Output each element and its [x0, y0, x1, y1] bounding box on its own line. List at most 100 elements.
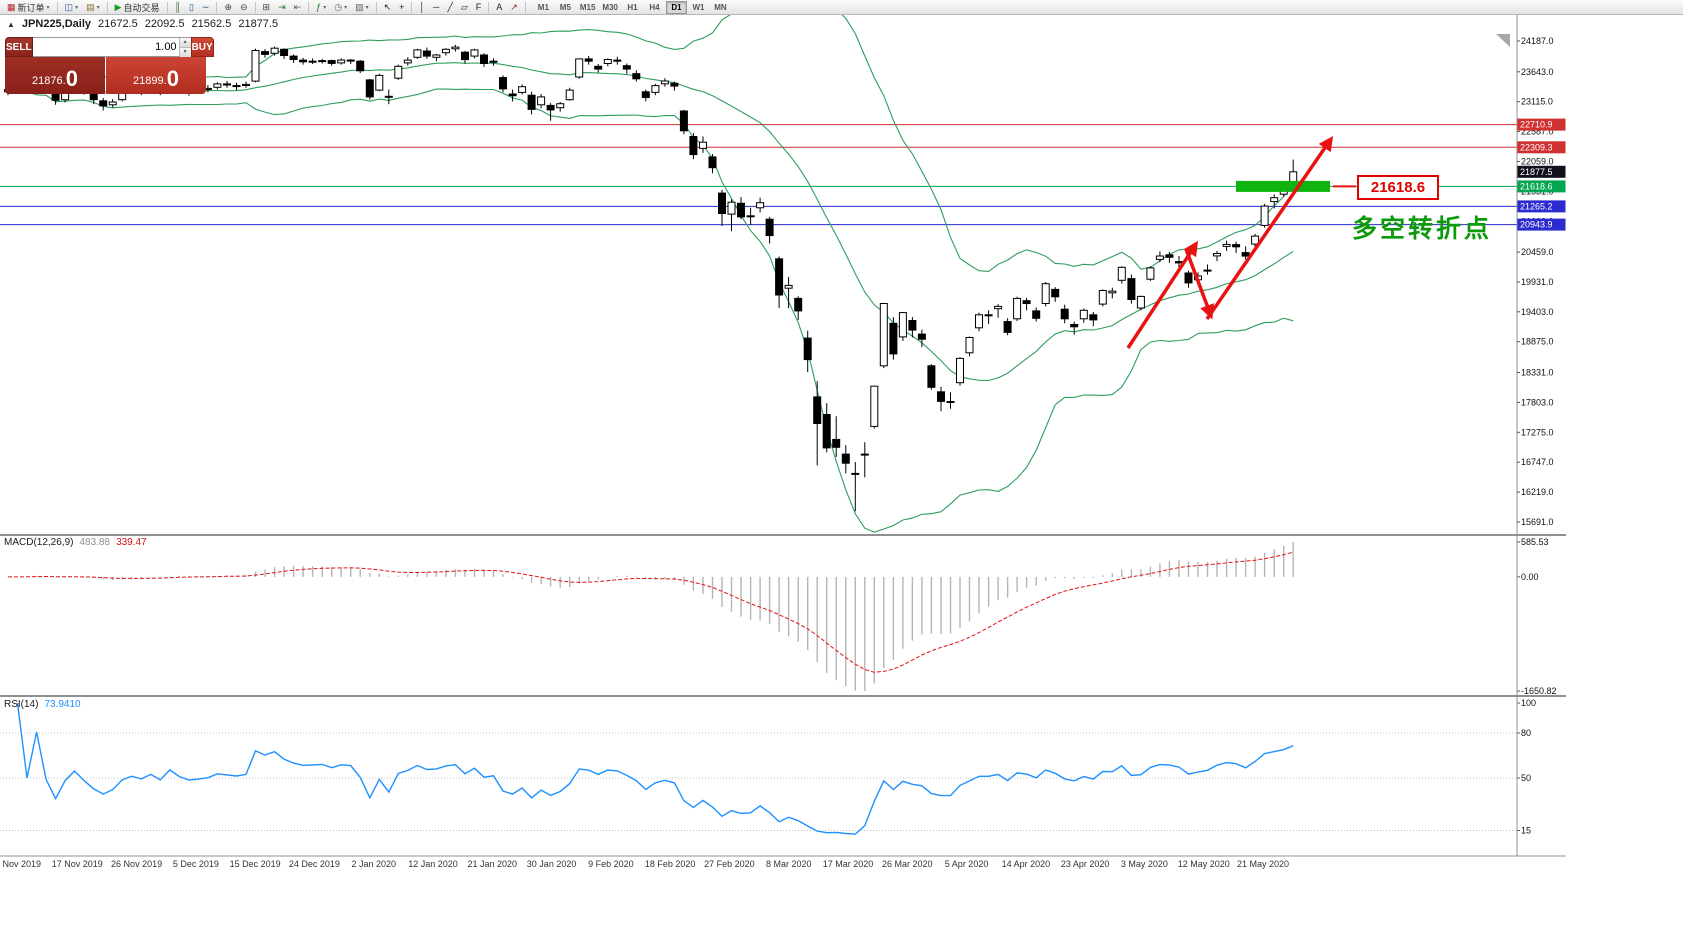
arrows-button[interactable]: ↗	[506, 1, 522, 14]
periods-button[interactable]: ◷ ▾	[330, 1, 351, 14]
channel-button[interactable]: ▱	[457, 1, 472, 14]
svg-text:21618.6: 21618.6	[1520, 181, 1553, 191]
volume-decrease-button[interactable]: ▼	[179, 48, 191, 57]
autotrading-icon: ▶	[114, 1, 122, 12]
profiles-button[interactable]: ▤ ▾	[82, 1, 104, 14]
auto-scroll-button[interactable]: ⇥	[274, 1, 290, 14]
oneclick-collapse-icon[interactable]: ▲	[7, 20, 15, 29]
auto-scroll-icon: ⇥	[278, 1, 286, 12]
cursor-button[interactable]: ↖	[380, 1, 396, 14]
text-button[interactable]: A	[492, 1, 506, 14]
toolbar-separator	[106, 1, 108, 13]
timeframe-button-w1[interactable]: W1	[688, 1, 709, 14]
date-axis-label: 15 Dec 2019	[230, 859, 281, 869]
ohlc-low: 21562.5	[191, 18, 232, 30]
ohlc-close: 21877.5	[238, 18, 279, 30]
svg-text:21877.5: 21877.5	[1520, 167, 1553, 177]
volume-input[interactable]	[32, 38, 179, 56]
vertical-line-button[interactable]: │	[415, 1, 429, 14]
timeframe-button-m5[interactable]: M5	[555, 1, 576, 14]
horizontal-line-button[interactable]: ─	[429, 1, 443, 14]
volume-increase-button[interactable]: ▲	[179, 38, 191, 48]
new-chart-button[interactable]: ◫ ▾	[61, 1, 83, 14]
toolbar-separator	[254, 1, 256, 13]
price-axis-tick: 20459.0	[1521, 247, 1554, 257]
sell-price-button[interactable]: 21876. 0	[5, 57, 105, 94]
tile-windows-button[interactable]: ⊞	[259, 1, 275, 14]
date-axis-label: 17 Mar 2020	[823, 859, 874, 869]
buy-price-small: 21899.	[133, 75, 167, 87]
timeframe-button-h1[interactable]: H1	[622, 1, 643, 14]
dropdown-caret-icon: ▾	[96, 4, 100, 11]
bar-chart-icon: ║	[174, 1, 181, 12]
zoom-out-button[interactable]: ⊖	[236, 1, 252, 14]
sell-button[interactable]: SELL	[5, 37, 33, 57]
macd-axis-tick: -1650.82	[1521, 686, 1557, 696]
trendline-button[interactable]: ╱	[443, 1, 456, 14]
rsi-name: RSI(14)	[4, 699, 39, 710]
price-axis-tick: 22587.0	[1521, 127, 1554, 137]
timeframe-button-d1[interactable]: D1	[665, 0, 687, 14]
date-axis-label: 24 Dec 2019	[289, 859, 340, 869]
rsi-axis-tick: 50	[1521, 773, 1531, 783]
arrows-icon: ↗	[510, 1, 518, 12]
line-chart-button[interactable]: ∼	[198, 1, 214, 14]
level-label-box[interactable]	[1357, 175, 1439, 200]
rsi-panel	[0, 702, 1517, 835]
templates-button[interactable]: ▨ ▾	[351, 1, 373, 14]
price-axis-tick: 15691.0	[1521, 517, 1554, 527]
date-axis[interactable]: 7 Nov 2019 17 Nov 2019 26 Nov 2019 5 Dec 20…	[0, 859, 1289, 869]
templates-icon: ▨	[355, 1, 364, 12]
date-axis-label: 17 Nov 2019	[52, 859, 103, 869]
svg-text:22309.3: 22309.3	[1520, 142, 1553, 152]
pivot-text[interactable]: 多空转折点	[1352, 214, 1492, 243]
dropdown-caret-icon: ▾	[344, 4, 348, 11]
macd-axis-tick: 585.53	[1521, 537, 1549, 547]
date-axis-label: 7 Nov 2019	[0, 859, 41, 869]
crosshair-button[interactable]: +	[395, 1, 408, 14]
price-axis[interactable]: 24187.023643.023115.022587.022059.021531…	[1517, 36, 1554, 527]
main-toolbar: ▦ 新订单 ▾ ◫ ▾ ▤ ▾ ▶ 自动交易 ║ ▯ ∼ ⊕ ⊖ ⊞ ⇥ ⇤ ƒ ▾ ◷ ▾ ▨ ▾ ↖ + │ ─ ╱ ▱ F A ↗ M1 M…	[0, 0, 1683, 15]
toolbar-separator	[375, 1, 377, 13]
price-axis-tick: 23643.0	[1521, 67, 1554, 77]
chart-shift-marker[interactable]	[1496, 34, 1510, 47]
highlight-zone-bar[interactable]	[1236, 180, 1330, 192]
indicators-button[interactable]: ƒ ▾	[312, 1, 330, 14]
chart-shift-icon: ⇤	[293, 1, 302, 12]
vertical-line-icon: │	[419, 1, 426, 12]
timeframe-button-h4[interactable]: H4	[644, 1, 665, 14]
trend-arrow-1[interactable]	[1126, 240, 1199, 349]
timeframe-button-m30[interactable]: M30	[599, 1, 621, 14]
chart-shift-button[interactable]: ⇤	[290, 1, 306, 14]
macd-indicator-label: MACD(12,26,9) 483.88 339.47	[4, 537, 147, 548]
date-axis-label: 5 Apr 2020	[945, 859, 989, 869]
date-axis-label: 3 May 2020	[1121, 859, 1168, 869]
trend-arrow-3[interactable]	[1205, 135, 1334, 320]
price-tag-21265.2: 21265.2	[1517, 200, 1566, 213]
autotrading-button[interactable]: ▶ 自动交易	[111, 1, 164, 14]
line-chart-icon: ∼	[201, 1, 210, 12]
timeframe-button-m15[interactable]: M15	[577, 1, 599, 14]
trend-arrow-2[interactable]	[1184, 248, 1215, 320]
bollinger-middle-band	[7, 62, 1294, 382]
rsi-axis-tick: 80	[1521, 728, 1531, 738]
timeframe-button-mn[interactable]: MN	[710, 1, 731, 14]
bar-chart-button[interactable]: ║	[171, 1, 185, 14]
svg-text:20943.9: 20943.9	[1520, 220, 1553, 230]
chart-canvas[interactable]: 21618.6 多空转折点 585.53 0.00 -1650.82 100 80 50 15 2…	[0, 15, 1683, 885]
date-axis-label: 14 Apr 2020	[1002, 859, 1051, 869]
fibonacci-button[interactable]: F	[472, 1, 486, 14]
timeframe-button-m1[interactable]: M1	[533, 1, 554, 14]
buy-price-button[interactable]: 21899. 0	[106, 57, 206, 94]
date-axis-label: 5 Dec 2019	[173, 859, 219, 869]
rsi-value: 73.9410	[44, 699, 81, 710]
candlestick-chart-button[interactable]: ▯	[185, 1, 198, 14]
channel-icon: ▱	[460, 1, 468, 12]
price-axis-tick: 19931.0	[1521, 277, 1554, 287]
dropdown-caret-icon: ▾	[46, 4, 50, 11]
dropdown-caret-icon: ▾	[323, 4, 327, 11]
buy-button[interactable]: BUY	[190, 37, 214, 57]
new-order-button[interactable]: ▦ 新订单 ▾	[3, 1, 54, 14]
macd-name: MACD(12,26,9)	[4, 537, 74, 548]
zoom-in-button[interactable]: ⊕	[220, 1, 236, 14]
